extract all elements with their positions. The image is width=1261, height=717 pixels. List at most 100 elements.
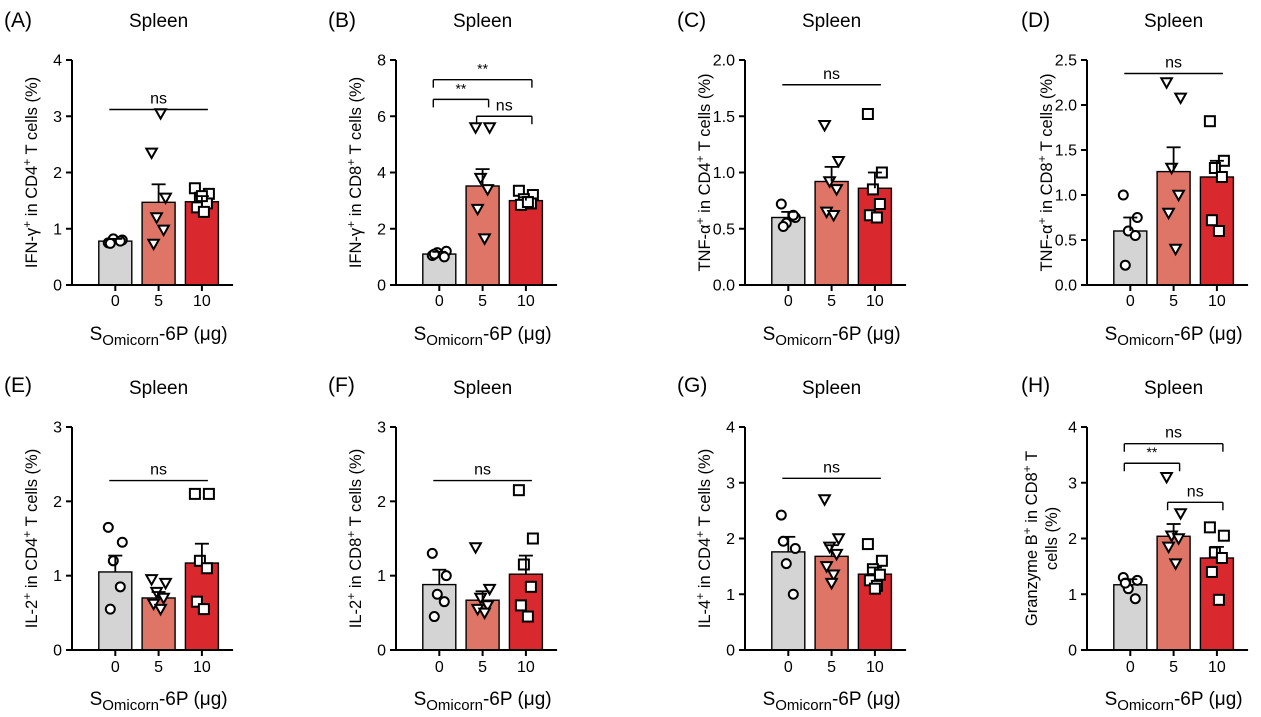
data-point-5 bbox=[477, 607, 492, 621]
data-point-10 bbox=[1205, 565, 1218, 578]
data-point-10 bbox=[1208, 162, 1221, 174]
x-tick-label: 5 bbox=[154, 659, 163, 676]
x-tick-label: 5 bbox=[827, 293, 836, 310]
chart-title: Spleen bbox=[453, 378, 512, 399]
data-point-5 bbox=[819, 561, 834, 574]
significance-label: ** bbox=[477, 61, 488, 77]
data-point-10 bbox=[200, 562, 213, 575]
data-point-0 bbox=[780, 558, 792, 570]
data-point-0 bbox=[1119, 259, 1131, 271]
y-tick-label: 1.0 bbox=[1055, 188, 1077, 205]
significance-label: ns bbox=[823, 66, 840, 83]
x-tick-label: 10 bbox=[866, 659, 884, 676]
y-tick-label: 2 bbox=[377, 494, 386, 511]
panel-letter: (D) bbox=[1021, 9, 1050, 32]
data-point-10 bbox=[866, 183, 879, 196]
data-point-0 bbox=[1117, 189, 1129, 201]
data-point-5 bbox=[817, 120, 832, 133]
bar-5 bbox=[814, 180, 849, 286]
x-tick-label: 0 bbox=[435, 293, 444, 310]
bar-0 bbox=[98, 240, 133, 286]
x-tick-label: 0 bbox=[111, 659, 120, 676]
data-point-5 bbox=[482, 122, 497, 135]
chart-title: Spleen bbox=[129, 378, 188, 399]
data-point-5 bbox=[1168, 243, 1183, 257]
y-tick-label: 1 bbox=[53, 568, 62, 585]
significance-label: ns bbox=[823, 459, 840, 476]
x-axis-label: SOmicorn-6P (μg) bbox=[414, 689, 552, 714]
panel-letter: (B) bbox=[328, 9, 356, 32]
data-point-10 bbox=[521, 610, 534, 623]
data-point-10 bbox=[861, 108, 874, 120]
y-tick-label: 0 bbox=[377, 643, 386, 660]
data-point-5 bbox=[473, 172, 488, 186]
x-tick-label: 0 bbox=[784, 293, 793, 310]
significance-label: ns bbox=[1165, 425, 1182, 442]
data-point-0 bbox=[789, 543, 801, 555]
data-point-0 bbox=[438, 596, 450, 608]
data-point-0 bbox=[775, 198, 787, 210]
data-point-10 bbox=[193, 554, 206, 567]
data-point-10 bbox=[514, 599, 527, 612]
data-point-5 bbox=[156, 224, 171, 238]
data-point-5 bbox=[144, 147, 159, 161]
data-point-5 bbox=[826, 569, 841, 582]
y-tick-label: 1 bbox=[1068, 587, 1077, 604]
y-tick-label: 2.0 bbox=[713, 53, 735, 70]
y-tick-label: 3 bbox=[377, 420, 386, 437]
data-point-0 bbox=[431, 588, 443, 600]
data-point-5 bbox=[1173, 92, 1188, 106]
panel-d: (D) Spleen 0.0 0.5 1.0 1.5 2.0 2.5 0 5 10 SOmicorn-… bbox=[1021, 9, 1249, 349]
data-point-10 bbox=[870, 211, 883, 224]
data-point-0 bbox=[428, 611, 440, 623]
data-point-10 bbox=[1203, 521, 1216, 534]
y-tick-label: 8 bbox=[377, 53, 386, 70]
data-point-0 bbox=[438, 251, 450, 263]
chart-title: Spleen bbox=[129, 11, 188, 32]
data-point-5 bbox=[831, 533, 846, 546]
significance-label: ns bbox=[150, 91, 167, 108]
data-point-10 bbox=[873, 568, 886, 581]
data-point-10 bbox=[517, 558, 530, 571]
y-axis-label: IL-2+ in CD4+ T cells (%) bbox=[20, 449, 41, 628]
y-axis-label: Granzyme B+ in CD8+ T bbox=[1020, 451, 1041, 626]
data-point-0 bbox=[116, 536, 128, 548]
data-point-0 bbox=[114, 581, 126, 593]
y-tick-label: 0 bbox=[377, 278, 386, 295]
y-tick-label: 3 bbox=[1068, 475, 1077, 492]
x-tick-label: 5 bbox=[1169, 659, 1178, 676]
y-tick-label: 0.5 bbox=[1055, 233, 1077, 250]
x-tick-label: 10 bbox=[1208, 293, 1226, 310]
data-point-5 bbox=[149, 212, 164, 225]
data-point-5 bbox=[477, 233, 492, 246]
data-point-10 bbox=[521, 196, 534, 209]
y-tick-label: 1 bbox=[377, 568, 386, 585]
data-point-5 bbox=[480, 600, 495, 613]
y-tick-label: 4 bbox=[377, 165, 386, 182]
data-point-10 bbox=[512, 484, 525, 497]
data-point-10 bbox=[1212, 593, 1225, 606]
y-tick-label: 0 bbox=[53, 643, 62, 660]
x-tick-label: 0 bbox=[111, 293, 120, 310]
x-tick-label: 5 bbox=[154, 293, 163, 310]
y-tick-label: 2.5 bbox=[1055, 53, 1077, 70]
data-point-5 bbox=[468, 542, 483, 555]
bar-0 bbox=[1113, 584, 1148, 651]
y-tick-label: 1 bbox=[726, 587, 735, 604]
data-point-10 bbox=[202, 487, 215, 500]
x-axis-label: SOmicorn-6P (μg) bbox=[414, 324, 552, 349]
chart-title: Spleen bbox=[1144, 378, 1203, 399]
x-tick-label: 10 bbox=[1208, 659, 1226, 676]
data-point-10 bbox=[524, 580, 537, 593]
data-point-0 bbox=[102, 521, 114, 533]
panel-b: (B) Spleen 0 2 4 6 8 0 5 10 SOmicorn-6P (μg) IFN-γ+… bbox=[328, 9, 558, 349]
panel-g: (G) Spleen 0 1 2 3 4 0 5 10 SOmicorn-6P (μg) IL-4+ … bbox=[677, 374, 907, 714]
x-tick-label: 0 bbox=[1126, 659, 1135, 676]
y-axis-label: TNF-α+ in CD4+ T cells (%) bbox=[693, 73, 714, 271]
significance-label: ns bbox=[496, 97, 513, 114]
data-point-10 bbox=[197, 205, 210, 218]
data-point-5 bbox=[1161, 207, 1176, 221]
data-point-0 bbox=[440, 570, 452, 582]
data-point-10 bbox=[1205, 214, 1218, 227]
y-tick-label: 1.5 bbox=[1055, 143, 1077, 160]
